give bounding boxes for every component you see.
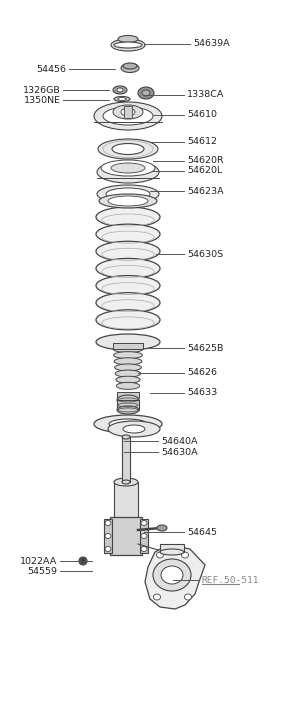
Ellipse shape <box>142 90 150 96</box>
Ellipse shape <box>96 258 160 278</box>
Text: 54630S: 54630S <box>187 250 223 259</box>
Ellipse shape <box>122 435 130 439</box>
Ellipse shape <box>96 276 160 296</box>
Ellipse shape <box>106 188 150 200</box>
Ellipse shape <box>113 86 127 94</box>
Bar <box>124 106 132 118</box>
Bar <box>114 482 138 537</box>
Ellipse shape <box>113 345 143 353</box>
Bar <box>110 517 142 555</box>
Bar <box>160 544 184 552</box>
Ellipse shape <box>123 63 137 69</box>
Ellipse shape <box>116 376 140 383</box>
Bar <box>117 400 139 410</box>
Ellipse shape <box>109 419 147 429</box>
Ellipse shape <box>141 547 147 552</box>
Ellipse shape <box>138 87 154 99</box>
Text: 54620L: 54620L <box>187 166 222 175</box>
Ellipse shape <box>118 36 138 42</box>
Text: 54633: 54633 <box>187 388 217 397</box>
Ellipse shape <box>114 97 130 102</box>
Ellipse shape <box>122 480 130 484</box>
Ellipse shape <box>96 207 160 227</box>
Text: 1022AA: 1022AA <box>20 557 58 566</box>
Ellipse shape <box>97 185 159 203</box>
Ellipse shape <box>123 425 145 433</box>
Ellipse shape <box>113 105 143 119</box>
Ellipse shape <box>94 415 162 433</box>
Text: 54630A: 54630A <box>161 448 198 457</box>
Polygon shape <box>145 545 205 609</box>
Ellipse shape <box>113 352 143 358</box>
Ellipse shape <box>115 370 141 377</box>
Ellipse shape <box>96 310 160 330</box>
Ellipse shape <box>118 97 126 100</box>
Text: 54456: 54456 <box>36 65 66 73</box>
Ellipse shape <box>96 241 160 261</box>
Ellipse shape <box>81 559 85 563</box>
Ellipse shape <box>112 143 144 155</box>
Ellipse shape <box>160 549 184 555</box>
Ellipse shape <box>117 88 123 92</box>
Ellipse shape <box>121 108 135 116</box>
Text: REF.50-511: REF.50-511 <box>202 576 259 585</box>
Ellipse shape <box>98 139 158 159</box>
Ellipse shape <box>105 547 111 552</box>
Text: 54612: 54612 <box>187 137 217 146</box>
Ellipse shape <box>119 422 137 427</box>
Ellipse shape <box>101 160 155 176</box>
Ellipse shape <box>185 594 192 600</box>
Ellipse shape <box>117 406 139 414</box>
Ellipse shape <box>96 293 160 313</box>
Text: 54625B: 54625B <box>187 344 223 353</box>
Text: 1326GB: 1326GB <box>23 86 60 95</box>
Ellipse shape <box>114 478 138 486</box>
Bar <box>113 343 143 349</box>
Ellipse shape <box>99 194 157 208</box>
Bar <box>140 519 148 553</box>
Ellipse shape <box>97 161 159 183</box>
Ellipse shape <box>121 63 139 73</box>
Text: 54639A: 54639A <box>193 39 230 48</box>
Bar <box>117 392 139 398</box>
Text: 54645: 54645 <box>187 528 217 537</box>
Ellipse shape <box>105 521 111 526</box>
Bar <box>104 519 112 553</box>
Text: 1338CA: 1338CA <box>187 90 225 99</box>
Text: 54640A: 54640A <box>161 437 198 446</box>
Ellipse shape <box>154 594 160 600</box>
Ellipse shape <box>116 382 140 390</box>
Ellipse shape <box>114 42 142 48</box>
Ellipse shape <box>79 557 87 565</box>
Ellipse shape <box>96 334 160 350</box>
Text: 54610: 54610 <box>187 111 217 119</box>
Text: 54620R: 54620R <box>187 156 224 165</box>
Ellipse shape <box>153 559 191 591</box>
Ellipse shape <box>94 102 162 130</box>
Ellipse shape <box>111 39 145 51</box>
Ellipse shape <box>161 566 183 584</box>
Ellipse shape <box>108 196 148 206</box>
Text: 54626: 54626 <box>187 369 217 377</box>
Ellipse shape <box>115 364 141 371</box>
Ellipse shape <box>108 421 160 437</box>
Text: 54623A: 54623A <box>187 187 224 196</box>
Text: 1350NE: 1350NE <box>24 96 60 105</box>
Bar <box>122 437 130 482</box>
Ellipse shape <box>181 552 189 558</box>
Ellipse shape <box>141 534 147 539</box>
Ellipse shape <box>114 358 142 365</box>
Ellipse shape <box>157 525 167 531</box>
Ellipse shape <box>111 163 145 173</box>
Ellipse shape <box>117 395 139 405</box>
Ellipse shape <box>141 521 147 526</box>
Text: 54559: 54559 <box>28 567 58 576</box>
Ellipse shape <box>96 224 160 244</box>
Ellipse shape <box>156 552 164 558</box>
Ellipse shape <box>103 107 153 125</box>
Ellipse shape <box>105 534 111 539</box>
Ellipse shape <box>114 533 138 541</box>
